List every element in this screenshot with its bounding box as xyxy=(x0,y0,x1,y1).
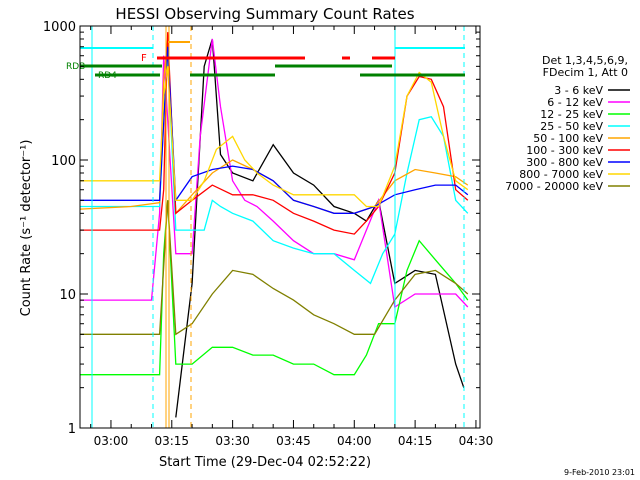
legend-label: 6 - 12 keV xyxy=(547,96,603,109)
rdb-flag-label: RDB xyxy=(66,62,85,72)
x-tick-label: 03:30 xyxy=(215,434,250,448)
series-line-7000-20000-kev xyxy=(80,200,469,336)
y-tick-label: 100 xyxy=(51,154,76,169)
x-axis-label: Start Time (29-Dec-04 02:52:22) xyxy=(159,455,371,470)
legend-label: 100 - 300 keV xyxy=(526,144,603,157)
legend: Det 1,3,4,5,6,9,FDecim 1, Att 0 3 - 6 keV… xyxy=(505,54,630,193)
plot-area: F RDB RD4 03:00 03:15 03:30 03:45 04:00 04:15 04… xyxy=(43,20,493,448)
footer-date: 9-Feb-2010 23:01 xyxy=(564,468,635,477)
flare-flag-label: F xyxy=(141,53,147,64)
x-tick-label: 03:15 xyxy=(154,434,189,448)
legend-label: 300 - 800 keV xyxy=(526,156,603,169)
series-line-300-800-kev xyxy=(80,46,469,214)
y-tick-label: 10 xyxy=(59,288,76,303)
rd4-flag-label: RD4 xyxy=(98,71,117,81)
x-tick-label: 03:45 xyxy=(276,434,311,448)
y-tick-label: 1000 xyxy=(43,20,76,35)
plot-frame xyxy=(79,25,481,429)
legend-header: Det 1,3,4,5,6,9, xyxy=(542,54,628,67)
y-axis-label: Count Rate (s⁻¹ detector⁻¹) xyxy=(19,140,34,317)
x-tick-label: 03:00 xyxy=(94,434,129,448)
chart-title: HESSI Observing Summary Count Rates xyxy=(115,5,414,23)
series-line-12-25-kev xyxy=(80,200,469,376)
series-line-800-7000-kev xyxy=(80,66,469,208)
x-tick-label: 04:15 xyxy=(398,434,433,448)
legend-label: 7000 - 20000 keV xyxy=(505,180,603,193)
legend-header: FDecim 1, Att 0 xyxy=(543,66,628,79)
x-tick-label: 04:30 xyxy=(459,434,494,448)
y-tick-label: 1 xyxy=(68,422,76,437)
legend-label: 25 - 50 keV xyxy=(540,120,603,133)
legend-label: 800 - 7000 keV xyxy=(519,168,603,181)
legend-label: 50 - 100 keV xyxy=(533,132,603,145)
x-tick-label: 04:00 xyxy=(337,434,372,448)
series-line-100-300-kev xyxy=(80,32,469,235)
legend-label: 12 - 25 keV xyxy=(540,108,603,121)
legend-label: 3 - 6 keV xyxy=(554,84,603,97)
